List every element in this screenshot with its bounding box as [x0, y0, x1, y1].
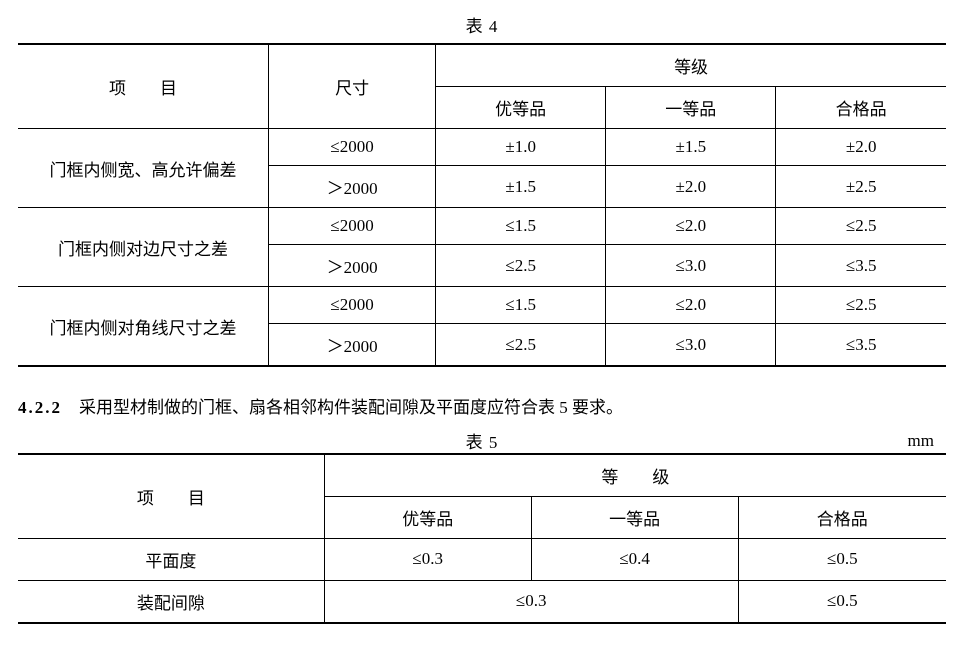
- table4-size: ≤2000: [269, 287, 436, 324]
- table5-hdr-grade3: 合格品: [738, 496, 946, 538]
- table4-val: ±1.0: [436, 129, 606, 166]
- table5-val: ≤0.5: [738, 538, 946, 580]
- table4-val: ≤2.5: [776, 287, 946, 324]
- table4-val: ≤2.0: [606, 287, 776, 324]
- table-row: 装配间隙 ≤0.3 ≤0.5: [18, 580, 946, 623]
- table4-size: ＞2000: [269, 324, 436, 367]
- table4-size: ＞2000: [269, 245, 436, 287]
- table5-val: ≤0.3: [324, 538, 531, 580]
- table4-size: ≤2000: [269, 208, 436, 245]
- table4-val: ±2.5: [776, 166, 946, 208]
- table5: 项 目 等 级 优等品 一等品 合格品 平面度 ≤0.3 ≤0.4 ≤0.5 装…: [18, 453, 946, 624]
- table4-item: 门框内侧对边尺寸之差: [18, 208, 269, 287]
- clause-number: 4.2.2: [18, 398, 62, 417]
- table4-val: ≤3.0: [606, 324, 776, 367]
- table4-hdr-item: 项 目: [18, 44, 269, 129]
- table4-val: ≤3.5: [776, 324, 946, 367]
- table-row: 门框内侧宽、高允许偏差 ≤2000 ±1.0 ±1.5 ±2.0: [18, 129, 946, 166]
- table5-val: ≤0.3: [324, 580, 738, 623]
- table4-caption: 表 4: [18, 12, 946, 37]
- table5-val: ≤0.5: [738, 580, 946, 623]
- clause-text: 采用型材制做的门框、扇各相邻构件装配间隙及平面度应符合表 5 要求。: [62, 398, 623, 417]
- table4-val: ≤2.5: [436, 324, 606, 367]
- table4-val: ≤1.5: [436, 208, 606, 245]
- table4-size: ＞2000: [269, 166, 436, 208]
- table4-item: 门框内侧对角线尺寸之差: [18, 287, 269, 367]
- table4: 项 目 尺寸 等级 优等品 一等品 合格品 门框内侧宽、高允许偏差 ≤2000 …: [18, 43, 946, 367]
- table5-hdr-grade-group: 等 级: [324, 454, 946, 497]
- table5-item: 平面度: [18, 538, 324, 580]
- table-row: 门框内侧对边尺寸之差 ≤2000 ≤1.5 ≤2.0 ≤2.5: [18, 208, 946, 245]
- table4-val: ±1.5: [436, 166, 606, 208]
- table4-val: ≤2.5: [776, 208, 946, 245]
- table4-item: 门框内侧宽、高允许偏差: [18, 129, 269, 208]
- table-row: 门框内侧对角线尺寸之差 ≤2000 ≤1.5 ≤2.0 ≤2.5: [18, 287, 946, 324]
- clause-422: 4.2.2 采用型材制做的门框、扇各相邻构件装配间隙及平面度应符合表 5 要求。: [18, 393, 946, 424]
- table4-hdr-grade1: 优等品: [436, 87, 606, 129]
- table5-hdr-grade1: 优等品: [324, 496, 531, 538]
- table4-hdr-grade3: 合格品: [776, 87, 946, 129]
- table5-hdr-item: 项 目: [18, 454, 324, 539]
- table5-hdr-grade2: 一等品: [531, 496, 738, 538]
- table5-val: ≤0.4: [531, 538, 738, 580]
- table4-val: ±2.0: [776, 129, 946, 166]
- table-row: 平面度 ≤0.3 ≤0.4 ≤0.5: [18, 538, 946, 580]
- table4-hdr-grade2: 一等品: [606, 87, 776, 129]
- table4-val: ≤3.5: [776, 245, 946, 287]
- table4-val: ≤2.5: [436, 245, 606, 287]
- table4-val: ≤1.5: [436, 287, 606, 324]
- table5-item: 装配间隙: [18, 580, 324, 623]
- table4-val: ±1.5: [606, 129, 776, 166]
- table4-val: ≤3.0: [606, 245, 776, 287]
- table4-size: ≤2000: [269, 129, 436, 166]
- table4-val: ≤2.0: [606, 208, 776, 245]
- table4-hdr-size: 尺寸: [269, 44, 436, 129]
- table5-header-row1: 项 目 等 级: [18, 454, 946, 497]
- table4-header-row1: 项 目 尺寸 等级: [18, 44, 946, 87]
- table4-val: ±2.0: [606, 166, 776, 208]
- table4-hdr-grade-group: 等级: [436, 44, 946, 87]
